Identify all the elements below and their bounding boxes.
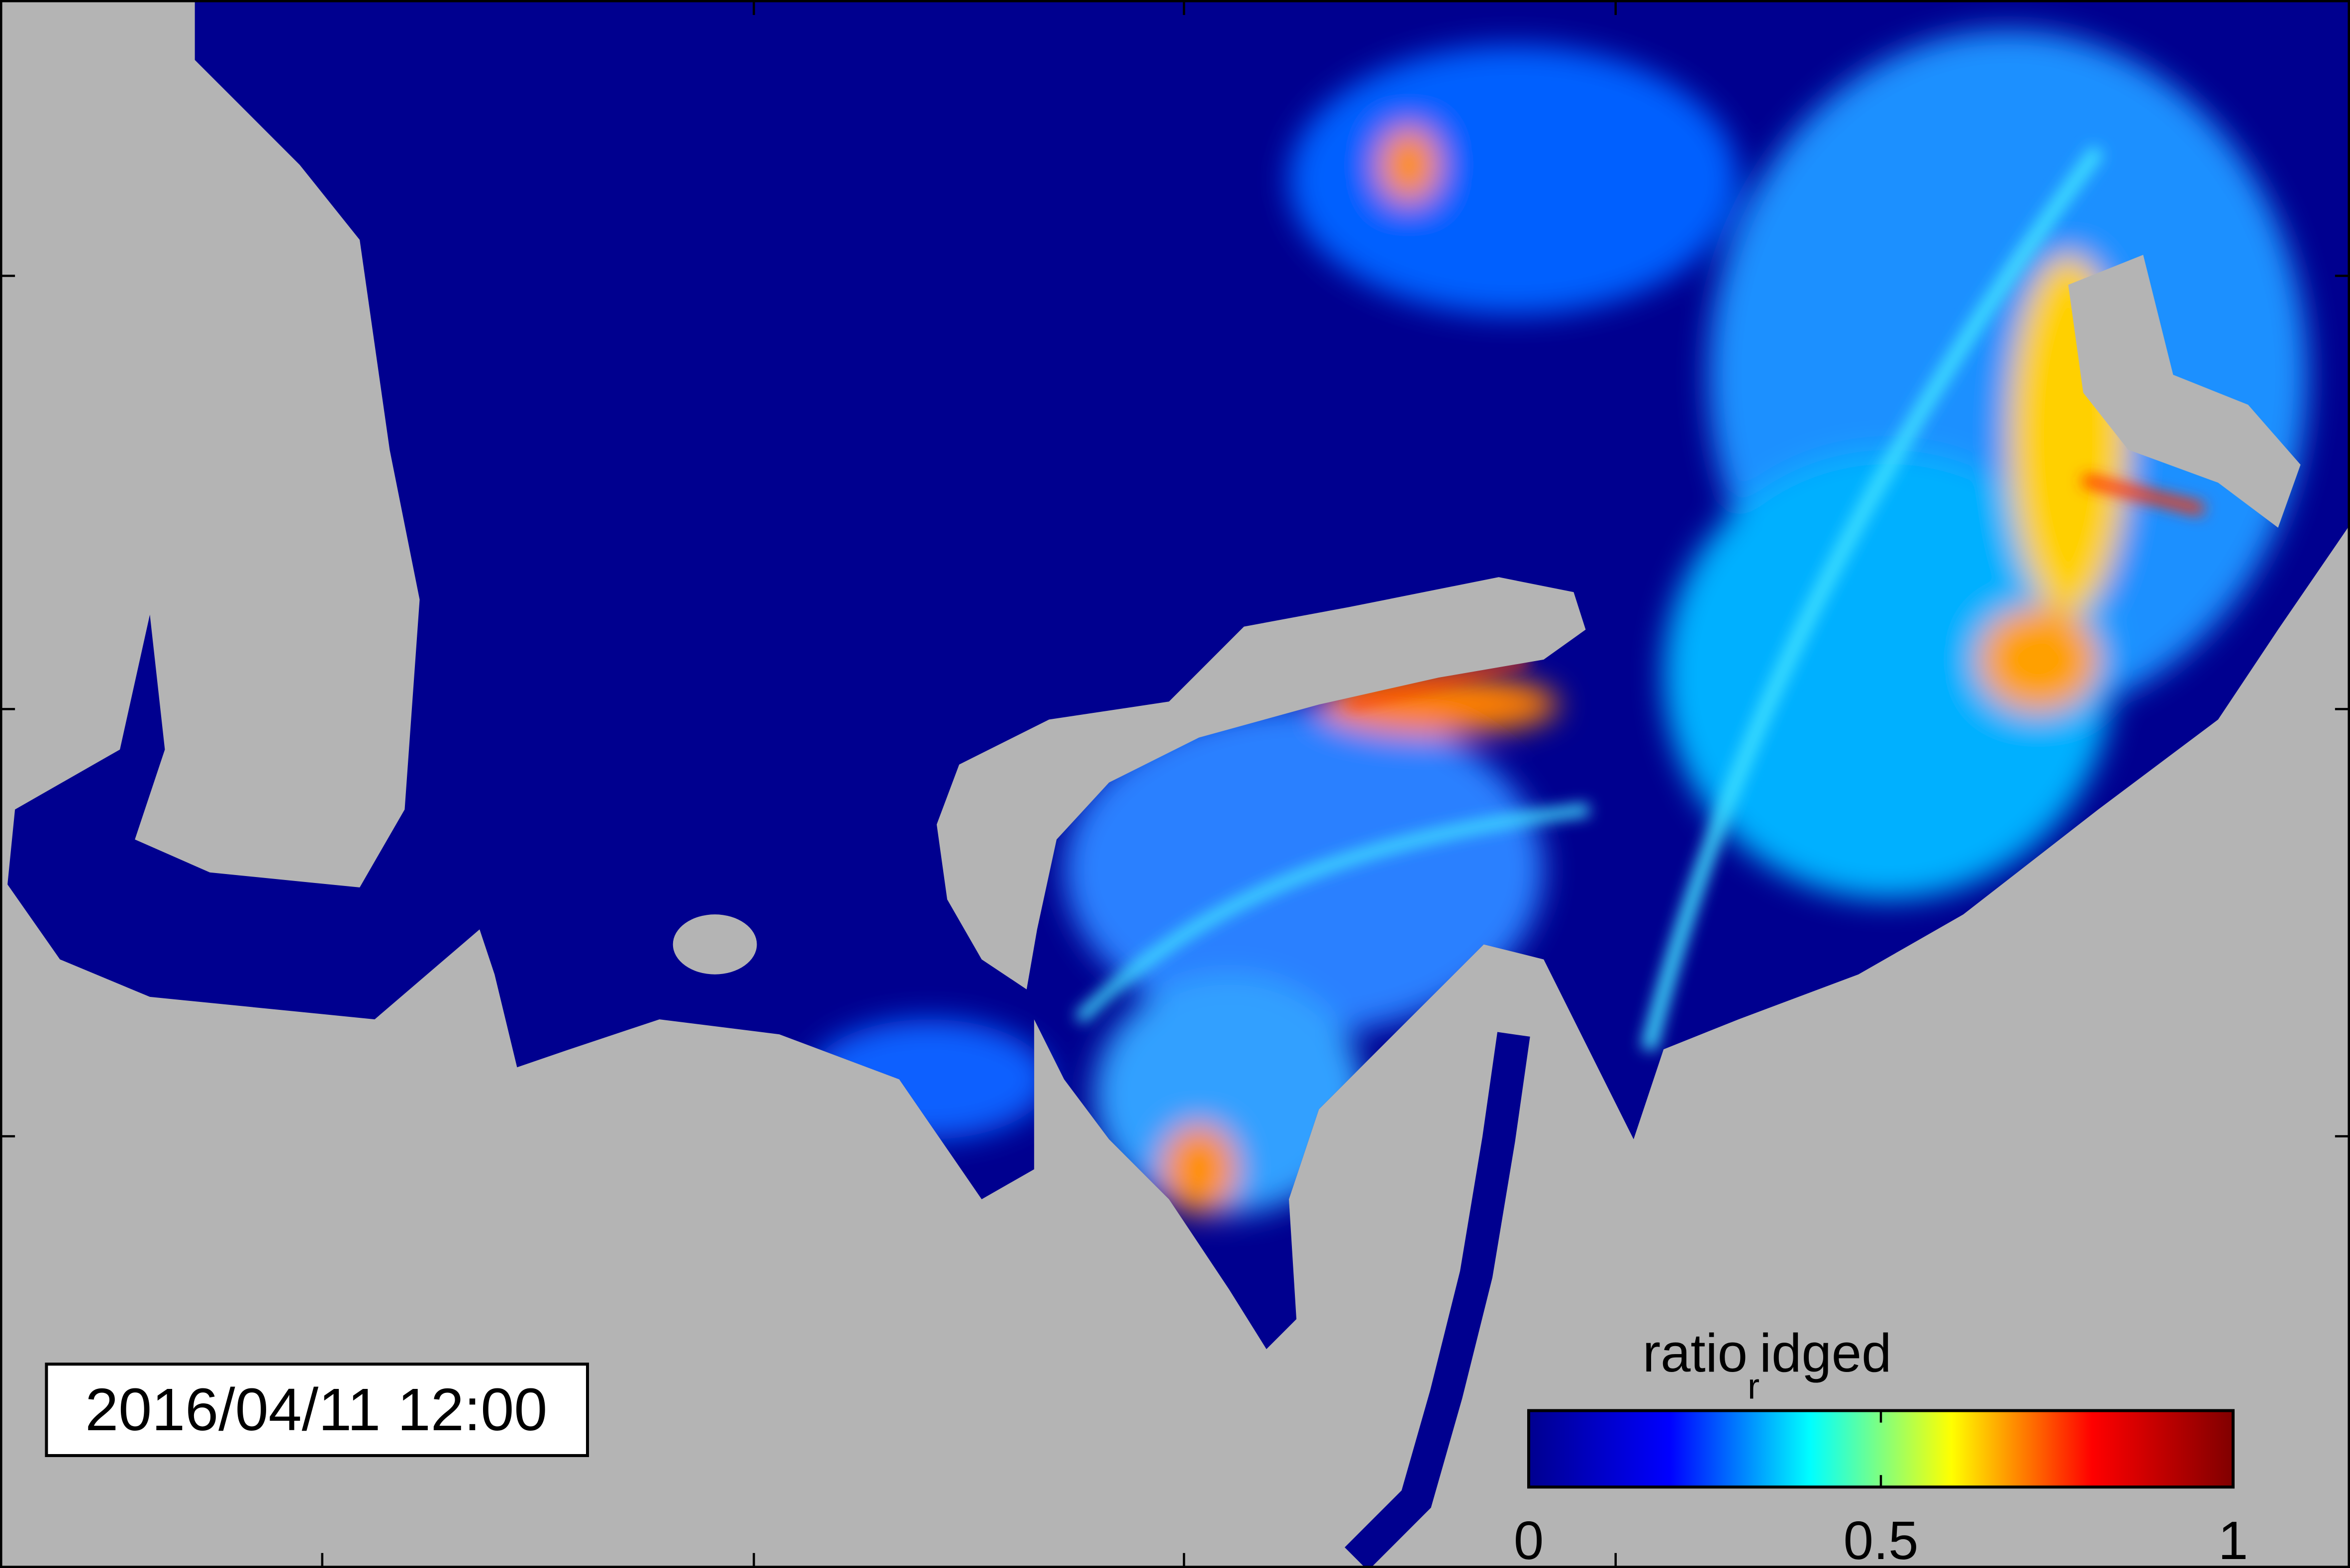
peninsula [936,577,1586,989]
colorbar-label: ratioridged [1643,1323,1891,1406]
islet [673,914,757,975]
colorbar-label-sub: r [1748,1367,1760,1406]
ridged-ice-streaks [1075,145,2205,1052]
colorbar-tick-label: 0.5 [1844,1510,1919,1568]
land-overlays [673,255,2301,989]
river [1345,1032,1530,1568]
timestamp-box [45,1363,589,1458]
colorbar: 0 0.5 1 [1514,1409,2248,1568]
colorbar-label-rest: idged [1760,1323,1891,1383]
timestamp: 2016/04/11 12:00 [85,1376,547,1443]
colorbar-gradient [1527,1409,2235,1489]
colorbar-tick-label: 1 [2218,1510,2248,1568]
colorbar-label-main: ratio [1643,1323,1748,1383]
island [2068,255,2301,528]
colorbar-tick-label: 0 [1514,1510,1544,1568]
